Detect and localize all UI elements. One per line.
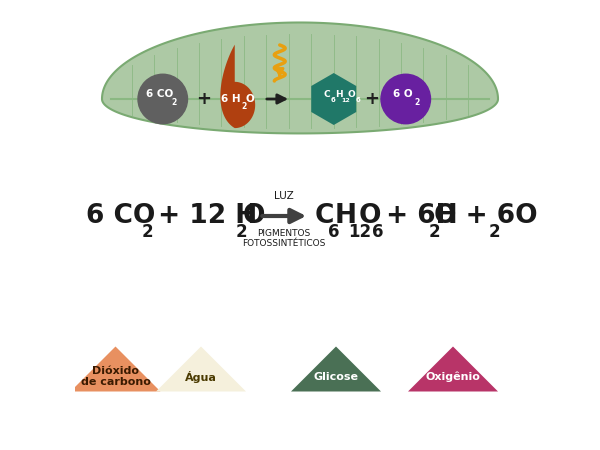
Text: O: O [348,90,356,99]
Text: 2: 2 [488,223,500,241]
Text: Água: Água [185,371,217,382]
Text: 6 H: 6 H [221,94,241,104]
Text: Glicose: Glicose [314,372,359,382]
Text: 2: 2 [142,223,153,241]
Circle shape [381,74,431,124]
Text: 6: 6 [355,97,360,104]
Circle shape [138,74,187,124]
Text: LUZ: LUZ [274,191,294,201]
Polygon shape [156,346,246,392]
Text: C: C [323,90,331,99]
Text: 12: 12 [348,223,371,241]
Text: O: O [245,94,254,104]
Text: 2: 2 [236,223,248,241]
Text: 2: 2 [172,98,177,107]
Polygon shape [311,73,356,125]
Text: + 6H: + 6H [377,203,458,229]
Text: 6 O: 6 O [393,89,412,99]
Text: + 12 H: + 12 H [149,203,257,229]
Text: O: O [359,203,381,229]
Polygon shape [220,45,255,128]
Text: 2: 2 [415,98,419,107]
Text: PIGMENTOS: PIGMENTOS [257,229,311,238]
Text: C: C [315,203,334,229]
Text: Dióxido
de carbono: Dióxido de carbono [80,366,151,387]
Text: 2: 2 [428,223,440,241]
Text: FOTOSSINTÉTICOS: FOTOSSINTÉTICOS [242,239,326,248]
Text: +: + [196,90,211,108]
Text: 6 CO: 6 CO [86,203,155,229]
Text: 6: 6 [372,223,383,241]
Text: 6: 6 [328,223,340,241]
Polygon shape [102,22,498,133]
Polygon shape [291,346,381,392]
Polygon shape [71,346,161,392]
Text: +: + [365,90,380,108]
Text: H: H [334,203,356,229]
Text: 2: 2 [242,102,247,111]
Text: Oxigênio: Oxigênio [425,371,481,382]
Text: 6: 6 [331,97,335,104]
Polygon shape [408,346,498,392]
Text: 6 CO: 6 CO [146,89,173,99]
Text: O + 6O: O + 6O [434,203,538,229]
Text: 12: 12 [341,98,350,103]
Text: O: O [242,203,265,229]
Text: H: H [335,90,343,99]
